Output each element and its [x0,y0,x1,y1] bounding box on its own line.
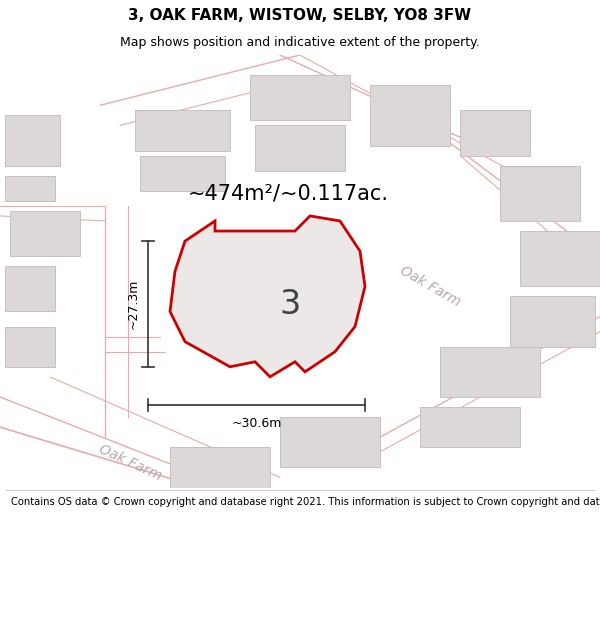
Text: 3, OAK FARM, WISTOW, SELBY, YO8 3FW: 3, OAK FARM, WISTOW, SELBY, YO8 3FW [128,8,472,23]
Text: Contains OS data © Crown copyright and database right 2021. This information is : Contains OS data © Crown copyright and d… [11,497,600,507]
Polygon shape [520,231,600,286]
Polygon shape [5,116,60,166]
Polygon shape [250,75,350,121]
Text: Oak Farm: Oak Farm [97,442,164,483]
Polygon shape [370,85,450,146]
Polygon shape [420,407,520,447]
Text: ~27.3m: ~27.3m [127,279,140,329]
Polygon shape [135,111,230,151]
Text: ~474m²/~0.117ac.: ~474m²/~0.117ac. [188,184,389,204]
Polygon shape [5,266,55,311]
Polygon shape [5,327,55,367]
Polygon shape [10,211,80,256]
Polygon shape [280,417,380,468]
Text: 3: 3 [280,288,301,321]
Polygon shape [140,156,225,191]
Polygon shape [170,448,270,488]
Polygon shape [170,216,365,377]
Polygon shape [5,176,55,201]
Polygon shape [255,126,345,171]
Text: ~30.6m: ~30.6m [232,417,281,430]
Polygon shape [500,166,580,221]
Polygon shape [510,296,595,347]
Polygon shape [440,347,540,397]
Text: Oak Farm: Oak Farm [397,263,463,309]
Polygon shape [460,111,530,156]
Text: Map shows position and indicative extent of the property.: Map shows position and indicative extent… [120,36,480,49]
